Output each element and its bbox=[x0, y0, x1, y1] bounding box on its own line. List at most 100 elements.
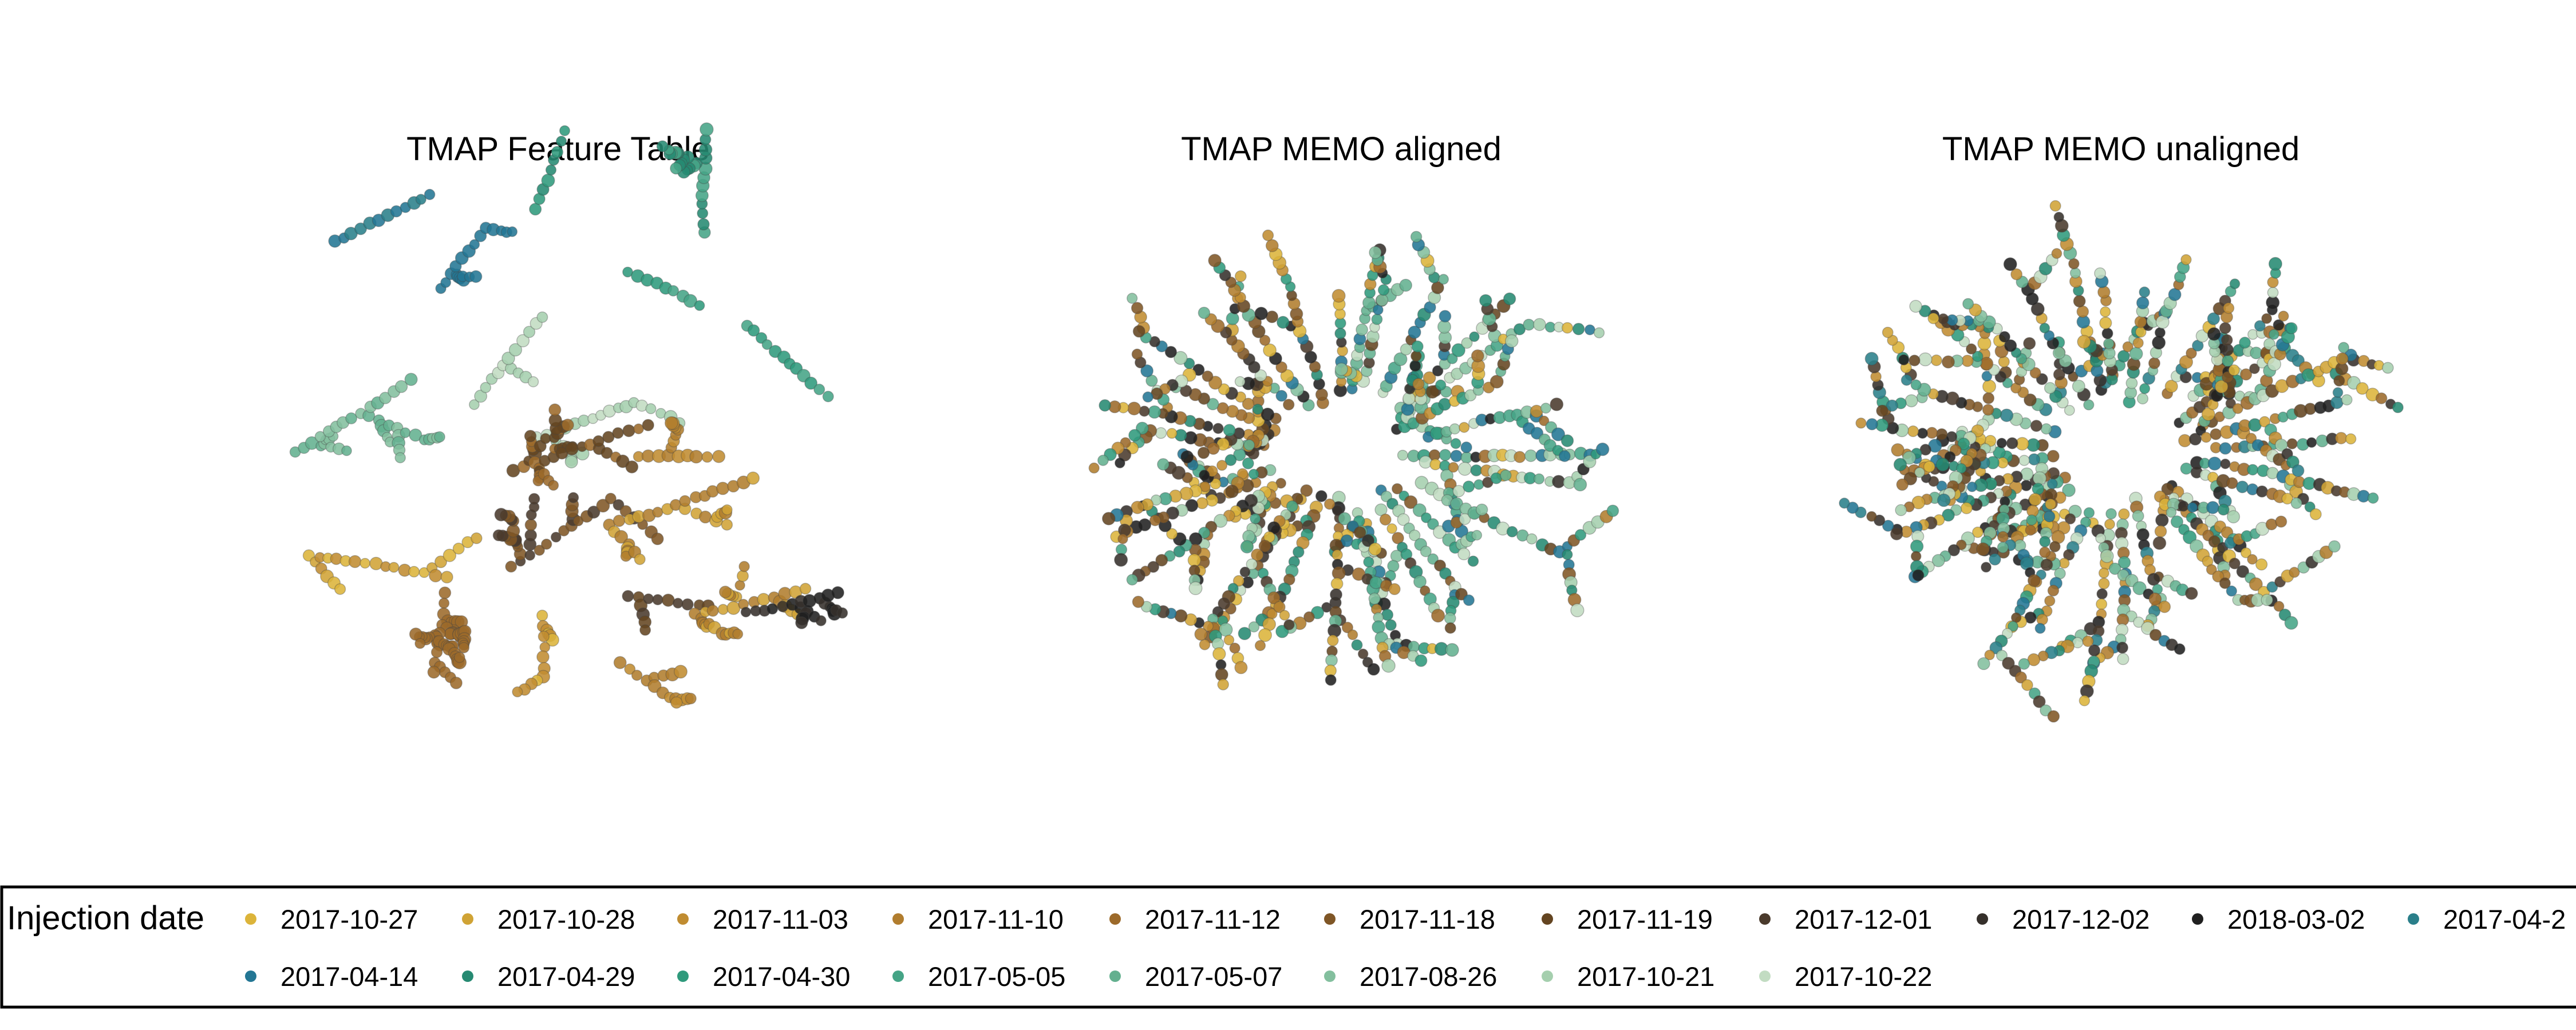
scatter-point bbox=[1901, 374, 1913, 386]
scatter-point bbox=[1242, 457, 1254, 470]
scatter-point bbox=[1439, 310, 1452, 323]
scatter-point bbox=[1960, 454, 1974, 468]
scatter-point bbox=[2053, 212, 2065, 223]
scatter-point bbox=[2132, 510, 2144, 522]
scatter-point bbox=[1444, 622, 1456, 634]
scatter-point bbox=[1475, 503, 1488, 516]
scatter-point bbox=[718, 585, 732, 599]
scatter-point bbox=[1229, 643, 1240, 654]
scatter-point bbox=[1561, 322, 1574, 334]
scatter-point bbox=[1224, 454, 1237, 466]
scatter-point bbox=[453, 651, 465, 663]
scatter-point bbox=[2375, 392, 2388, 405]
scatter-point bbox=[2034, 623, 2046, 634]
scatter-point bbox=[359, 557, 371, 569]
scatter-point bbox=[1212, 647, 1226, 661]
scatter-point bbox=[409, 428, 422, 442]
scatter-point bbox=[2187, 502, 2198, 513]
scatter-point bbox=[430, 646, 443, 659]
scatter-point bbox=[1254, 369, 1267, 382]
scatter-point bbox=[1246, 558, 1258, 571]
scatter-point bbox=[555, 136, 567, 147]
legend-label: 2017-10-21 bbox=[1577, 961, 1714, 992]
scatter-point bbox=[2014, 671, 2027, 684]
scatter-point bbox=[1957, 437, 1970, 450]
scatter-point bbox=[1431, 608, 1445, 623]
scatter-point bbox=[1334, 362, 1348, 376]
scatter-point bbox=[1207, 442, 1220, 455]
scatter-point bbox=[1464, 389, 1477, 402]
scatter-point bbox=[2214, 379, 2229, 394]
legend-label: 2017-10-22 bbox=[1795, 961, 1932, 992]
scatter-point bbox=[2043, 510, 2056, 522]
scatter-point bbox=[1232, 575, 1244, 587]
scatter-point bbox=[2222, 355, 2234, 367]
scatter-point bbox=[1250, 513, 1261, 525]
scatter-point bbox=[1931, 554, 1945, 568]
scatter-point bbox=[1866, 511, 1877, 522]
legend-marker bbox=[892, 970, 904, 982]
scatter-point bbox=[1332, 505, 1343, 516]
scatter-point bbox=[2003, 257, 2017, 271]
scatter-point bbox=[505, 560, 517, 573]
scatter-point bbox=[1258, 628, 1273, 642]
scatter-point bbox=[2249, 363, 2260, 374]
scatter-point bbox=[1935, 457, 1950, 472]
scatter-point bbox=[1259, 334, 1271, 346]
legend-marker bbox=[2408, 913, 2419, 925]
scatter-point bbox=[2139, 383, 2151, 394]
scatter-point bbox=[2154, 327, 2166, 338]
scatter-point bbox=[442, 548, 457, 562]
scatter-point bbox=[1263, 343, 1277, 358]
scatter-point bbox=[642, 419, 654, 431]
scatter-point bbox=[2166, 507, 2177, 518]
legend-frame bbox=[0, 885, 2576, 1009]
scatter-point bbox=[740, 607, 752, 618]
scatter-point bbox=[2043, 330, 2055, 342]
scatter-point bbox=[1265, 239, 1279, 252]
scatter-point bbox=[2083, 399, 2095, 411]
scatter-point bbox=[2077, 335, 2091, 349]
scatter-point bbox=[2188, 433, 2202, 446]
scatter-point bbox=[2024, 611, 2037, 624]
scatter-point bbox=[2094, 267, 2107, 280]
scatter-point bbox=[2049, 541, 2061, 553]
scatter-point bbox=[746, 472, 760, 485]
scatter-point bbox=[1164, 346, 1178, 358]
scatter-point bbox=[1438, 274, 1449, 285]
legend-label: 2017-11-12 bbox=[1145, 904, 1281, 934]
scatter-point bbox=[2245, 433, 2257, 444]
scatter-point bbox=[1157, 458, 1170, 471]
scatter-point bbox=[2239, 368, 2253, 381]
legend-marker bbox=[1542, 970, 1553, 982]
scatter-point bbox=[1461, 337, 1473, 349]
scatter-point bbox=[2225, 398, 2237, 409]
scatter-point bbox=[1955, 463, 1967, 474]
scatter-point bbox=[2309, 508, 2322, 521]
scatter-point bbox=[726, 601, 741, 615]
scatter-point bbox=[1300, 484, 1313, 497]
scatter-point bbox=[1282, 398, 1295, 411]
scatter-point bbox=[1513, 323, 1526, 336]
scatter-point bbox=[2047, 710, 2060, 723]
scatter-point bbox=[612, 427, 624, 439]
scatter-point bbox=[1179, 486, 1194, 501]
scatter-point bbox=[2104, 518, 2115, 530]
scatter-point bbox=[1198, 306, 1211, 319]
scatter-point bbox=[379, 391, 392, 405]
scatter-point bbox=[1909, 300, 1922, 313]
scatter-point bbox=[1397, 449, 1408, 461]
scatter-point bbox=[524, 430, 537, 442]
scatter-point bbox=[2020, 480, 2032, 492]
scatter-point bbox=[1275, 361, 1287, 374]
scatter-point bbox=[2025, 524, 2036, 536]
legend-marker bbox=[677, 913, 689, 925]
scatter-point bbox=[1217, 678, 1229, 691]
scatter-point bbox=[2267, 357, 2282, 371]
scatter-point bbox=[1214, 514, 1228, 528]
scatter-point bbox=[1368, 542, 1382, 556]
scatter-point bbox=[2030, 419, 2042, 432]
scatter-point bbox=[480, 382, 492, 393]
scatter-point bbox=[1471, 530, 1483, 541]
legend-marker bbox=[462, 913, 473, 925]
